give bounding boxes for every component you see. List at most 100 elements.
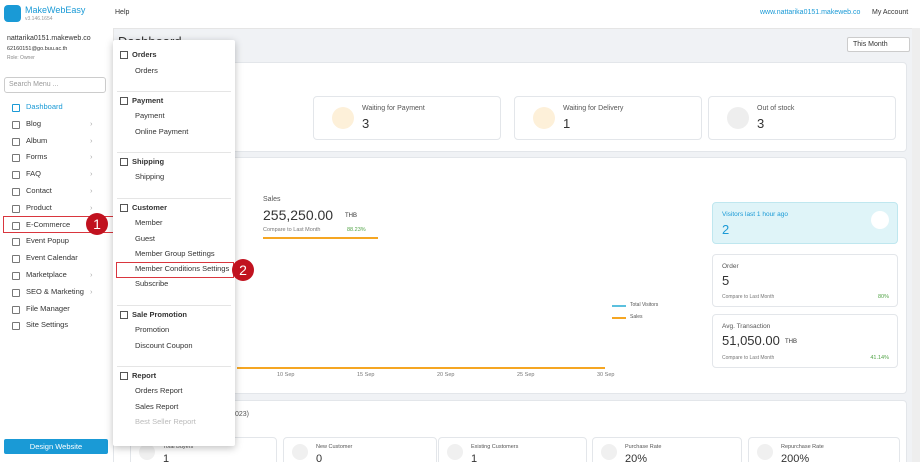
status-icon	[332, 107, 354, 129]
customer-icon	[601, 444, 617, 460]
customer-label: Existing Customers	[471, 444, 519, 450]
menu-item[interactable]: Product ›	[12, 202, 112, 214]
avg-unit: THB	[785, 339, 797, 345]
menu-item[interactable]: Forms ›	[12, 151, 112, 163]
customer-card: Purchase Rate 20%	[592, 437, 742, 462]
status-value: 3	[757, 116, 765, 131]
legend-label: Sales	[630, 314, 643, 320]
customer-value: 1	[163, 453, 170, 462]
menu-item[interactable]: Contact ›	[12, 185, 112, 197]
customer-icon	[757, 444, 773, 460]
dropdown-item[interactable]: Guest	[135, 233, 156, 243]
divider	[117, 197, 231, 199]
group-icon	[120, 51, 128, 59]
user-site: nattarika0151.makeweb.co	[7, 35, 91, 42]
menu-icon	[12, 255, 20, 264]
menu-icon	[12, 104, 20, 112]
scrollbar	[912, 28, 920, 462]
customer-label: Purchase Rate	[625, 444, 662, 450]
customer-value: 20%	[625, 453, 648, 462]
help[interactable]: Help	[115, 9, 130, 16]
group-title: Customer	[132, 202, 168, 212]
customer-card: New Customer 0	[283, 437, 437, 462]
menu-item[interactable]: Blog ›	[12, 118, 112, 130]
customer-value: 1	[471, 453, 478, 462]
menu-icon	[12, 137, 20, 146]
account[interactable]: My Account	[872, 9, 909, 16]
menu-item[interactable]: File Manager	[12, 303, 112, 315]
menu-label: Blog	[26, 118, 42, 128]
chevron: ›	[90, 286, 93, 296]
dropdown-item[interactable]: Member Conditions Settings	[135, 264, 230, 274]
menu-item[interactable]: SEO & Marketing ›	[12, 286, 112, 298]
visitors-icon	[871, 211, 889, 229]
dropdown-item[interactable]: Shipping	[135, 172, 165, 182]
status-label: Waiting for Payment	[362, 105, 425, 112]
menu-icon	[12, 204, 20, 213]
order-change: 80%	[877, 294, 889, 300]
order-compare: Compare to Last Month	[722, 294, 775, 300]
x-label: 15 Sep	[357, 372, 375, 378]
x-label: 20 Sep	[437, 372, 455, 378]
sales-label: Sales	[263, 196, 281, 203]
dropdown-item[interactable]: Sales Report	[135, 401, 179, 411]
menu-item[interactable]: Event Calendar	[12, 252, 112, 264]
menu-item[interactable]: Album ›	[12, 135, 112, 147]
dropdown-item[interactable]: Payment	[135, 111, 165, 121]
dropdown-item[interactable]: Member	[135, 218, 163, 228]
dropdown-item[interactable]: Orders Report	[135, 386, 183, 396]
dropdown-item[interactable]: Orders	[135, 65, 158, 75]
chevron: ›	[90, 169, 93, 179]
dropdown-item[interactable]: Promotion	[135, 325, 170, 335]
chart-axis	[237, 367, 605, 369]
menu-item[interactable]: Event Popup	[12, 235, 112, 247]
menu-icon	[12, 188, 20, 196]
status-icon	[533, 107, 555, 129]
visitors-card: Visitors last 1 hour ago 2	[712, 202, 898, 244]
site-link[interactable]: www.nattarika0151.makeweb.co	[760, 9, 861, 16]
menu-item[interactable]: Site Settings	[12, 319, 112, 331]
menu-icon	[12, 154, 20, 163]
customer-icon	[139, 444, 155, 460]
menu-label: E-Commerce	[26, 219, 71, 229]
order-value: 5	[722, 273, 730, 288]
group-icon	[120, 96, 128, 105]
menu-item[interactable]: FAQ ›	[12, 168, 112, 180]
status-card: Waiting for Delivery 1	[514, 96, 702, 140]
dropdown-item[interactable]: Discount Coupon	[135, 340, 193, 350]
menu-label: File Manager	[26, 303, 70, 313]
x-label: 30 Sep	[597, 372, 615, 378]
group-icon	[120, 157, 128, 166]
dropdown-item[interactable]: Member Group Settings	[135, 248, 215, 258]
menu-item[interactable]: Dashboard	[12, 101, 112, 113]
menu-label: Event Calendar	[26, 253, 78, 263]
status-card: Out of stock 3	[708, 96, 896, 140]
menu-label: Dashboard	[26, 102, 63, 111]
group-title: Sale Promotion	[132, 309, 188, 319]
menu-label: Event Popup	[26, 236, 69, 246]
design-button[interactable]: Design Website	[4, 439, 108, 454]
sales-compare: Compare to Last Month	[263, 227, 321, 233]
group-title: Payment	[132, 95, 164, 105]
user-role: Role: Owner	[7, 55, 35, 61]
period-select[interactable]: This Month	[847, 37, 910, 52]
menu-label: Product	[26, 202, 52, 212]
customer-icon	[292, 444, 308, 460]
chevron: ›	[90, 118, 93, 128]
dropdown-item[interactable]: Online Payment	[135, 126, 189, 136]
group-icon	[120, 371, 128, 380]
logo-icon	[4, 5, 21, 22]
x-label: 10 Sep	[277, 372, 295, 378]
divider	[117, 90, 231, 92]
dropdown-item[interactable]: Best Seller Report	[135, 416, 196, 426]
menu-label: Contact	[26, 186, 52, 195]
header-bar	[0, 0, 920, 29]
menu-label: Album	[26, 135, 48, 145]
search[interactable]: Search Menu ...	[4, 77, 106, 93]
sales-value: 255,250.00	[263, 207, 334, 223]
logo: MakeWebEasy	[25, 5, 86, 15]
menu-item[interactable]: Marketplace ›	[12, 269, 112, 281]
period-suffix: 023)	[235, 411, 250, 418]
dropdown-item[interactable]: Subscribe	[135, 279, 169, 289]
menu-icon	[12, 120, 20, 129]
